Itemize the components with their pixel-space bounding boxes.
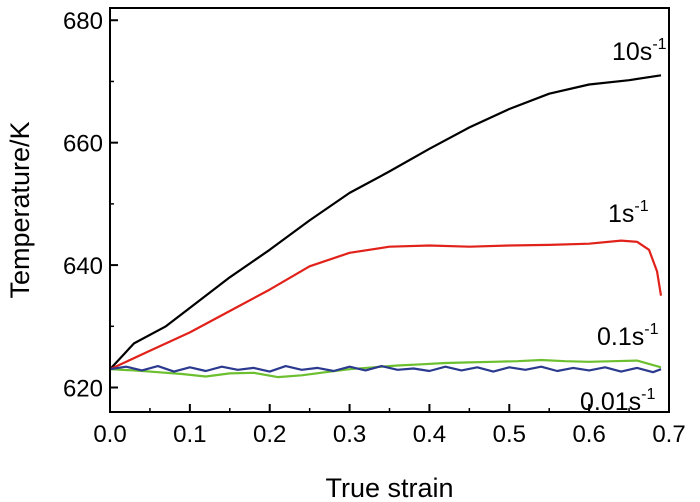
series-label: 10s-1	[612, 36, 667, 66]
y-axis-title: Temperature/K	[5, 121, 35, 298]
series-layer	[109, 74, 663, 379]
x-tick-label: 0.7	[652, 421, 685, 448]
ticks-layer: 0.0 0.1 0.2 0.3 0.4 0.5 0.6 0.7 620 640 660 680	[63, 8, 686, 448]
y-tick-label: 640	[63, 253, 103, 280]
x-tick-label: 0.5	[493, 421, 526, 448]
series-label-base: 0.1s	[597, 323, 644, 351]
y-tick-label: 680	[63, 8, 103, 35]
x-tick-label: 0.6	[572, 421, 605, 448]
plot-frame	[109, 7, 670, 413]
series-label: 1s-1	[608, 198, 649, 228]
series-label-base: 1s	[608, 200, 634, 228]
y-tick-label: 620	[63, 376, 103, 403]
series-label-exponent: -1	[634, 198, 648, 215]
series-label-base: 10s	[612, 38, 652, 66]
x-axis-title: True strain	[325, 473, 453, 502]
x-tick-label: 0.1	[173, 421, 206, 448]
series-label-exponent: -1	[644, 321, 658, 338]
x-tick-label: 0.2	[253, 421, 286, 448]
series-label: 0.01s-1	[580, 386, 656, 416]
series-line-0-01s-1	[109, 365, 662, 374]
series-line-10s-1	[109, 74, 662, 370]
series-label-base: 0.01s	[580, 388, 641, 416]
x-tick-label: 0.3	[333, 421, 366, 448]
x-tick-label: 0.0	[93, 421, 126, 448]
series-label-exponent: -1	[641, 386, 655, 403]
series-labels: 10s-11s-10.1s-10.01s-1	[580, 36, 667, 416]
series-line-1s-1	[109, 239, 663, 371]
y-tick-label: 660	[63, 131, 103, 158]
series-label-exponent: -1	[652, 36, 666, 53]
x-tick-label: 0.4	[413, 421, 446, 448]
series-label: 0.1s-1	[597, 321, 659, 351]
